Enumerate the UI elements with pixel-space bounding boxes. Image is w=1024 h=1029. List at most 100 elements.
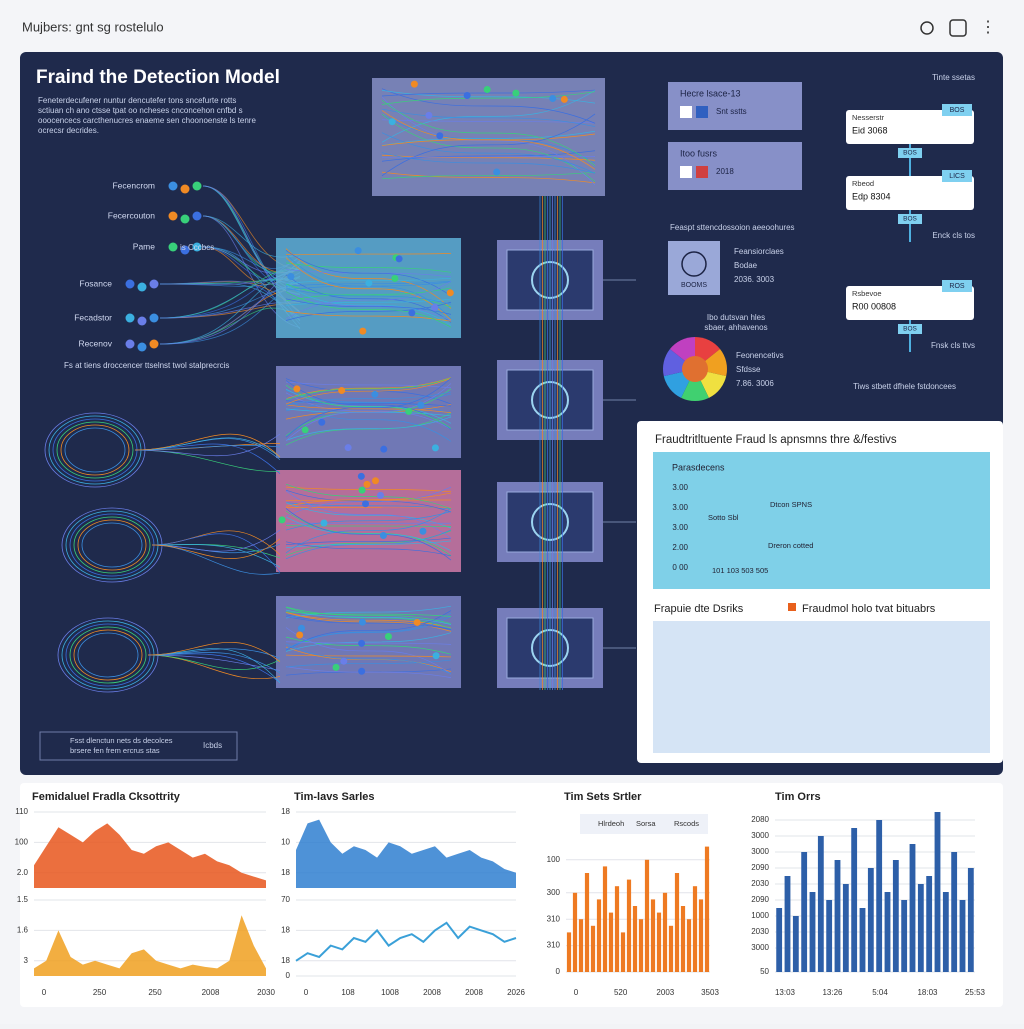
- node: [333, 664, 340, 671]
- detail-title: Fraudtritltuente Fraud ls apnsmns thre &…: [655, 434, 897, 446]
- label: Fs at tiens droccencer ttselnst twol sta…: [64, 361, 229, 370]
- label: Enck cls tos: [932, 231, 975, 240]
- bar: [876, 820, 882, 972]
- label: 18: [281, 807, 290, 816]
- label: 0 00: [672, 563, 688, 572]
- node: [138, 343, 147, 352]
- node: [359, 487, 366, 494]
- donut-hole: [682, 356, 708, 382]
- bar: [651, 899, 655, 972]
- node: [169, 212, 178, 221]
- label: 2090: [751, 895, 769, 904]
- label: Rsbevoe: [852, 289, 882, 298]
- bar: [826, 900, 832, 972]
- node: [359, 619, 366, 626]
- label: 250: [148, 988, 162, 997]
- bar: [776, 908, 782, 972]
- label: 13:03: [775, 988, 796, 997]
- label: Feansiorclaes: [734, 247, 784, 256]
- label: 3000: [751, 847, 769, 856]
- node: [433, 652, 440, 659]
- bar: [603, 866, 607, 972]
- node: [561, 96, 568, 103]
- label: is Cccbcs: [180, 243, 214, 252]
- detail-graph: [653, 621, 990, 753]
- bar: [681, 906, 685, 972]
- label: Dreron cotted: [768, 541, 813, 550]
- node: [150, 280, 159, 289]
- label: 2018: [716, 167, 734, 176]
- bar: [926, 876, 932, 972]
- node: [340, 658, 347, 665]
- label: 0: [304, 988, 309, 997]
- label: BOS: [903, 150, 917, 157]
- label: 110: [15, 807, 28, 816]
- bar: [835, 860, 841, 972]
- node: [358, 640, 365, 647]
- legend-swatch: [696, 166, 708, 178]
- label: Femidaluel Fradla Cksottrity: [32, 791, 181, 803]
- node: [493, 169, 500, 176]
- bar: [639, 919, 643, 972]
- bar: [585, 873, 589, 972]
- node: [298, 625, 305, 632]
- label: 13:26: [822, 988, 843, 997]
- main-title: Fraind the Detection Model: [36, 67, 280, 88]
- node: [447, 289, 454, 296]
- label: 2030: [257, 988, 275, 997]
- label: 18:03: [917, 988, 938, 997]
- node: [436, 132, 443, 139]
- label: 250: [93, 988, 107, 997]
- node: [391, 275, 398, 282]
- node: [364, 481, 371, 488]
- label: Rbeod: [852, 179, 874, 188]
- label: Tim Sets Srtler: [564, 791, 642, 803]
- bar: [663, 893, 667, 972]
- node: [338, 387, 345, 394]
- label: 100: [15, 838, 29, 847]
- node: [355, 247, 362, 254]
- label: Fsst dlenctun nets ds decolces: [70, 736, 173, 745]
- label: 18: [281, 956, 290, 965]
- bar: [579, 919, 583, 972]
- bar: [633, 906, 637, 972]
- label: 2026: [507, 988, 525, 997]
- bar: [687, 919, 691, 972]
- label: Nesserstr: [852, 113, 885, 122]
- bar: [615, 886, 619, 972]
- bar: [943, 892, 949, 972]
- label: 2008: [202, 988, 220, 997]
- label: 3.00: [672, 503, 688, 512]
- bar: [818, 836, 824, 972]
- node: [279, 516, 286, 523]
- menu-icon[interactable]: ⋮: [980, 19, 996, 36]
- node: [126, 340, 135, 349]
- label: 3000: [751, 943, 769, 952]
- label: Ibo dutsvan hles: [707, 313, 765, 322]
- label: Tim Orrs: [775, 791, 821, 803]
- label: ocrecsr decrides.: [38, 126, 99, 135]
- label: BOS: [903, 216, 917, 223]
- detail-left-title: Frapuie dte Dsriks: [654, 603, 744, 615]
- label: Icbds: [203, 741, 222, 750]
- node: [362, 500, 369, 507]
- node: [169, 182, 178, 191]
- node: [372, 477, 379, 484]
- label: 2090: [751, 863, 769, 872]
- label: ROS: [949, 283, 965, 290]
- label: 108: [341, 988, 355, 997]
- label: Tim-lavs Sarles: [294, 791, 375, 803]
- label: 2003: [656, 988, 674, 997]
- node: [345, 444, 352, 451]
- node: [405, 408, 412, 415]
- label: 2.00: [672, 543, 688, 552]
- label: BOS: [903, 326, 917, 333]
- label: 70: [281, 895, 290, 904]
- node: [380, 532, 387, 539]
- bar: [627, 880, 631, 972]
- node: [287, 273, 294, 280]
- label: Fecencrom: [112, 180, 155, 190]
- label: 0: [42, 988, 47, 997]
- label: 18: [281, 868, 290, 877]
